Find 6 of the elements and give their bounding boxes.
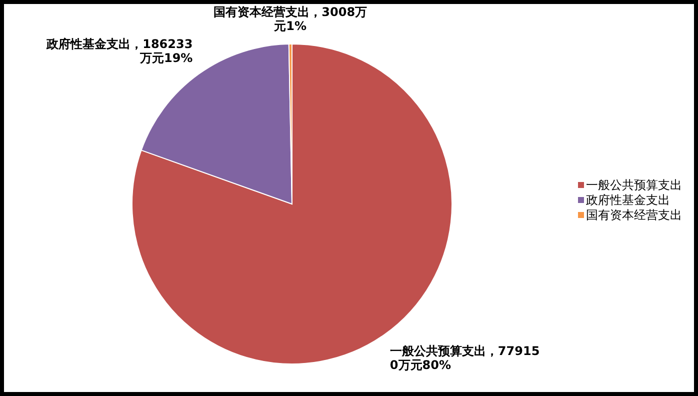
legend-label: 国有资本经营支出 (586, 208, 682, 222)
legend-label: 政府性基金支出 (586, 193, 670, 207)
legend-label: 一般公共预算支出 (586, 178, 682, 192)
data-label: 一般公共预算支出，779150万元80% (390, 344, 540, 372)
data-label: 国有资本经营支出，3008万元1% (214, 5, 368, 34)
data-label: 政府性基金支出，186233万元19% (46, 37, 193, 66)
